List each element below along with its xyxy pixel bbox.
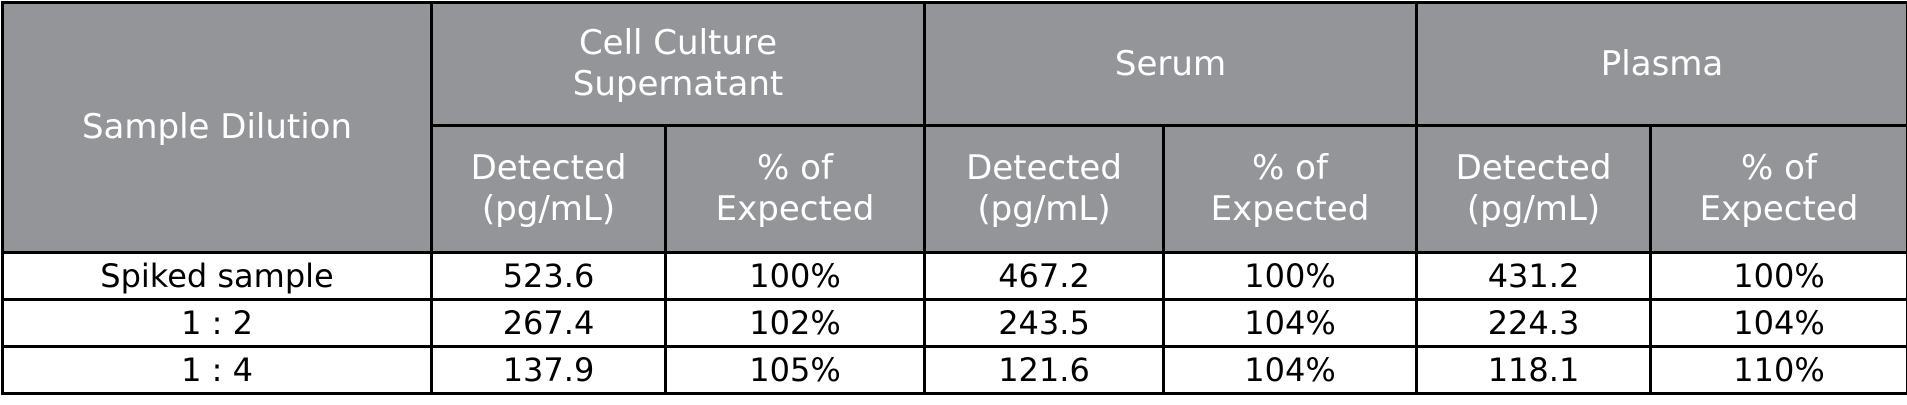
cell-text: 104%	[1733, 303, 1825, 342]
group-header: Plasma	[1414, 1, 1907, 127]
cell: 100%	[1162, 251, 1418, 301]
row-label: 1 : 2	[1, 298, 433, 348]
group-header-text: Cell Culture Supernatant	[572, 23, 784, 104]
cell-text: 100%	[1244, 256, 1336, 295]
row-label: 1 : 4	[1, 345, 433, 395]
cell: 431.2	[1415, 251, 1652, 301]
cell: 104%	[1648, 298, 1907, 348]
cell-text: 137.9	[502, 350, 595, 389]
cell-text: 100%	[749, 256, 841, 295]
cell-text: 110%	[1733, 350, 1825, 389]
cell-text: 105%	[749, 350, 841, 389]
cell: 118.1	[1415, 345, 1652, 395]
cell: 467.2	[923, 251, 1165, 301]
column-header: % of Expected	[1648, 124, 1907, 254]
cell-text: 267.4	[502, 303, 595, 342]
cell-text: 467.2	[998, 256, 1090, 295]
cell: 100%	[1648, 251, 1907, 301]
cell-text: 104%	[1244, 350, 1336, 389]
cell-text: 100%	[1733, 256, 1825, 295]
column-header: % of Expected	[664, 124, 926, 254]
data-row: Spiked sample 523.6 100% 467.2 100% 431.2 100%	[1, 251, 1907, 301]
cell-text: 104%	[1244, 303, 1336, 342]
column-header: Detected (pg/mL)	[1415, 124, 1652, 254]
data-row: 1 : 2 267.4 102% 243.5 104% 224.3 104%	[1, 298, 1907, 348]
column-header: Detected (pg/mL)	[430, 124, 667, 254]
dilution-table: Sample Dilution Cell Culture Supernatant S…	[1, 1, 1907, 395]
row-label-text: 1 : 4	[181, 350, 253, 389]
cell: 243.5	[923, 298, 1165, 348]
cell: 104%	[1162, 345, 1418, 395]
column-header-text: % of Expected	[1210, 148, 1370, 229]
group-header: Serum	[923, 1, 1418, 127]
column-header-text: Detected (pg/mL)	[1455, 148, 1612, 229]
header-row: Sample Dilution Cell Culture Supernatant S…	[1, 1, 1907, 254]
cell-text: 224.3	[1487, 303, 1580, 342]
column-header-text: Detected (pg/mL)	[966, 148, 1122, 229]
column-header-text: % of Expected	[1699, 148, 1859, 229]
cell: 137.9	[430, 345, 667, 395]
cell-text: 118.1	[1487, 350, 1580, 389]
cell: 267.4	[430, 298, 667, 348]
cell: 102%	[664, 298, 926, 348]
cell-text: 431.2	[1487, 256, 1580, 295]
cell: 100%	[664, 251, 926, 301]
cell-text: 102%	[749, 303, 841, 342]
cell: 105%	[664, 345, 926, 395]
row-label-text: Spiked sample	[100, 256, 334, 295]
cell: 224.3	[1415, 298, 1652, 348]
group-header-text: Serum	[1114, 43, 1227, 84]
column-header: Detected (pg/mL)	[923, 124, 1165, 254]
column-header-text: % of Expected	[715, 148, 875, 229]
cell-text: 523.6	[502, 256, 595, 295]
cell-text: 121.6	[998, 350, 1090, 389]
cell: 110%	[1648, 345, 1907, 395]
data-row: 1 : 4 137.9 105% 121.6 104% 118.1 110%	[1, 345, 1907, 395]
cell: 121.6	[923, 345, 1165, 395]
cell-text: 243.5	[998, 303, 1090, 342]
cell: 523.6	[430, 251, 667, 301]
row-label-header-text: Sample Dilution	[81, 107, 353, 148]
row-label-text: 1 : 2	[181, 303, 253, 342]
group-header: Cell Culture Supernatant	[430, 1, 926, 127]
cell: 104%	[1162, 298, 1418, 348]
row-label: Spiked sample	[1, 251, 433, 301]
header-row: Detected (pg/mL) % of Expected Detected (p…	[3, 124, 1907, 254]
group-header-text: Plasma	[1600, 43, 1724, 84]
column-header-text: Detected (pg/mL)	[470, 148, 627, 229]
row-label-header: Sample Dilution	[1, 1, 433, 254]
column-header: % of Expected	[1162, 124, 1418, 254]
